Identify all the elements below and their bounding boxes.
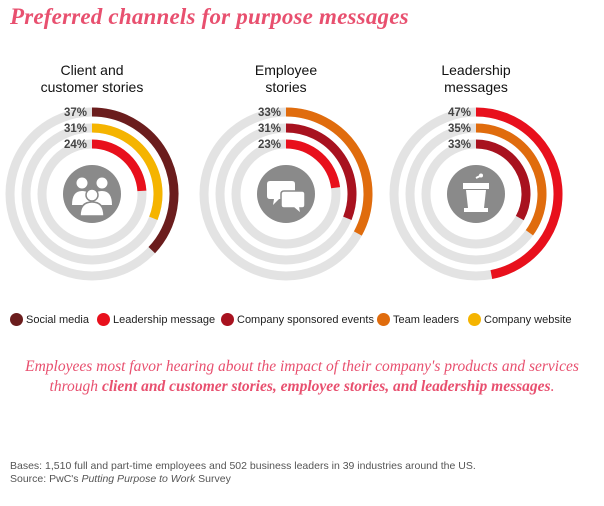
legend-label: Team leaders <box>393 314 460 326</box>
source-title: Putting Purpose to Work <box>81 473 196 485</box>
arc-leadership-message <box>285 139 341 189</box>
chart-panel-client-stories: Client and customer stories 37% 31% 24% <box>2 60 182 290</box>
panel-title: Employee stories <box>196 62 376 96</box>
podium-icon <box>463 173 489 212</box>
value-label: 47% <box>448 107 471 119</box>
footnote: Bases: 1,510 full and part-time employee… <box>10 460 476 486</box>
legend-swatch <box>10 312 23 326</box>
value-label: 33% <box>448 139 471 151</box>
legend-item-social-media: Social media <box>10 312 89 329</box>
value-label: 33% <box>258 107 281 119</box>
legend-item-company-sponsored-events: Company sponsored events <box>221 312 374 329</box>
value-label: 37% <box>64 107 87 119</box>
panel-title: Client and customer stories <box>2 62 182 96</box>
arc-leadership-message <box>475 107 563 279</box>
arc-team-leaders <box>285 107 373 236</box>
legend-swatch <box>468 312 481 326</box>
panel-title-line: Leadership <box>441 62 511 78</box>
summary-part: Employees most favor hearing about the i… <box>25 358 579 395</box>
source-note: Source: PwC's Putting Purpose to Work Su… <box>10 473 476 486</box>
chart-panel-employee-stories: Employee stories 33% 31% 23% <box>196 60 376 290</box>
radial-chart: 33% 31% 23% <box>199 107 373 281</box>
source-suffix: Survey <box>195 473 231 485</box>
legend-swatch <box>221 312 234 326</box>
speech-bubbles-icon <box>267 181 306 216</box>
arc-company-sponsored-events <box>285 123 357 220</box>
legend-item-company-website: Company website <box>468 312 572 329</box>
radial-chart: 37% 31% 24% <box>5 107 179 281</box>
legend-label: Company sponsored events <box>237 314 374 326</box>
legend-swatch <box>377 312 390 326</box>
arc-company-sponsored-events <box>475 139 531 221</box>
arc-company-website <box>91 123 163 220</box>
arc-social-media <box>91 107 179 254</box>
panel-title-line: Client and <box>60 62 124 78</box>
value-label: 24% <box>64 139 87 151</box>
value-label: 23% <box>258 139 281 151</box>
panel-title-line: Employee <box>254 62 318 78</box>
arc-leadership-message <box>91 139 147 192</box>
summary-text: Employees most favor hearing about the i… <box>0 357 604 397</box>
people-group-icon <box>72 177 112 217</box>
panel-title-line: customer stories <box>40 79 144 95</box>
source-prefix: Source: PwC's <box>10 473 82 485</box>
chart-panel-leadership-messages: Leadership messages 47% 35% 33% <box>386 60 566 290</box>
legend-item-leadership-message: Leadership message <box>97 312 216 329</box>
panel-title-line: stories <box>265 79 307 95</box>
summary-end: . <box>550 378 555 395</box>
panel-title: Leadership messages <box>386 62 566 96</box>
legend-label: Social media <box>26 314 89 326</box>
radial-chart: 47% 35% 33% <box>389 107 563 281</box>
value-label: 31% <box>258 123 281 135</box>
panel-title-line: messages <box>444 79 508 95</box>
arc-team-leaders <box>475 123 547 236</box>
bases-note: Bases: 1,510 full and part-time employee… <box>10 460 476 472</box>
summary-emphasis: client and customer stories, employee st… <box>101 378 551 395</box>
value-label: 35% <box>448 123 471 135</box>
value-label: 31% <box>64 123 87 135</box>
chart-title: Preferred channels for purpose messages <box>10 4 409 29</box>
legend-label: Leadership message <box>113 314 216 326</box>
legend-label: Company website <box>484 314 572 326</box>
legend-swatch <box>97 312 110 326</box>
legend-item-team-leaders: Team leaders <box>377 312 460 329</box>
